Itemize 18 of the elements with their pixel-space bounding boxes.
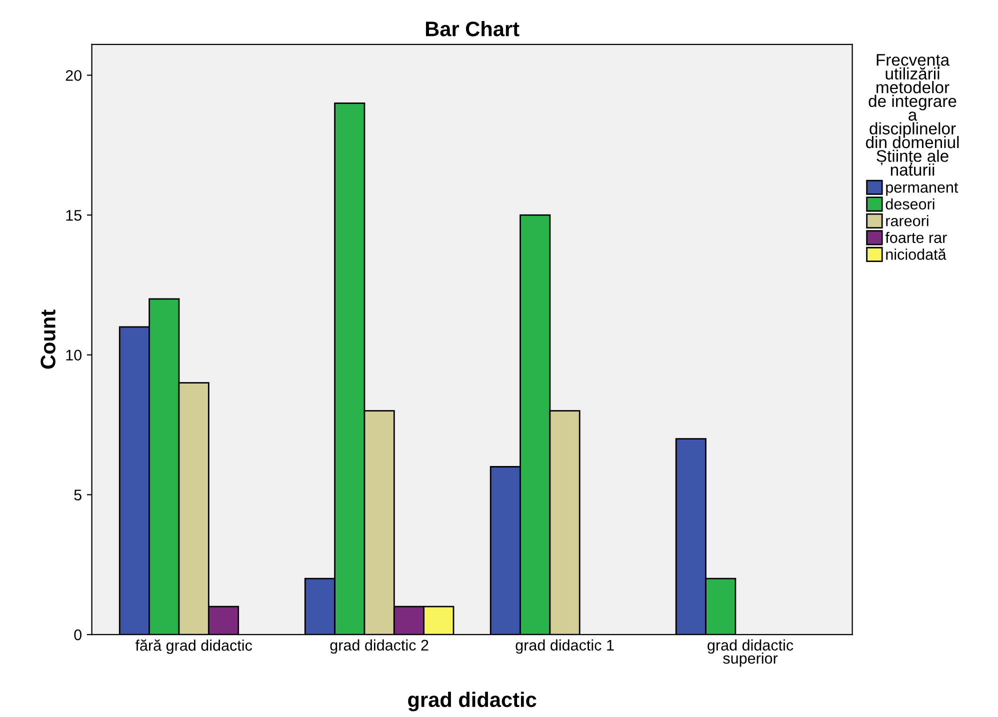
x-tick-label: fără grad didactic xyxy=(135,639,252,654)
legend-label: deseori xyxy=(886,198,934,210)
y-tick-label: 0 xyxy=(74,629,82,640)
chart-title: Bar Chart xyxy=(426,21,520,36)
y-axis-title: Count xyxy=(40,310,56,369)
text: Frecvența utilizării metodelor de integrare a disciplinelor din domeniul Științe ale naturii xyxy=(866,54,959,176)
x-axis-title: grad didactic xyxy=(408,692,536,712)
x-tick-label: grad didactic 2 xyxy=(330,639,428,654)
y-tick-label: 15 xyxy=(66,210,82,221)
legend-label: foarte rar xyxy=(885,232,947,244)
y-tick-label: 10 xyxy=(66,350,82,361)
x-tick-label: grad didactic superior xyxy=(708,639,794,667)
y-tick-label: 5 xyxy=(74,490,82,500)
legend-label: permanent xyxy=(886,182,958,196)
y-tick-label: 20 xyxy=(66,70,82,81)
x-tick-label: grad didactic 1 xyxy=(516,639,614,654)
legend-label: niciodată xyxy=(886,248,946,260)
legend-label: rareori xyxy=(886,215,928,226)
